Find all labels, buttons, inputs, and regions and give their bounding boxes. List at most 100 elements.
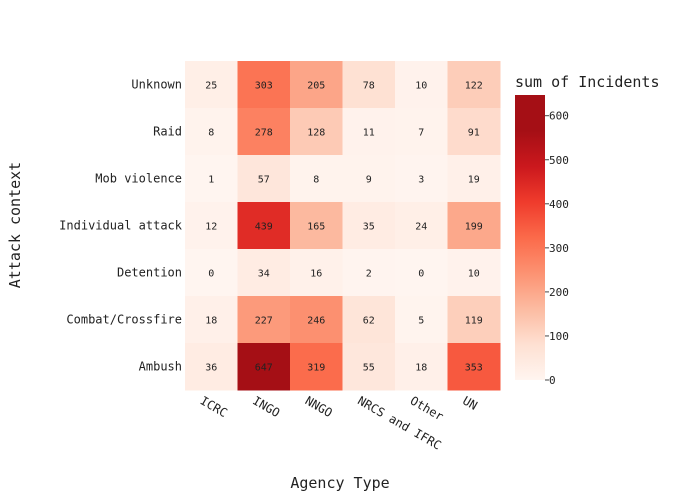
heatmap-cell xyxy=(342,108,396,156)
colorbar-tick-label: 100 xyxy=(549,330,569,343)
heatmap-cell xyxy=(447,249,501,297)
heatmap-cell xyxy=(237,249,291,297)
y-tick-label: Detention xyxy=(117,266,182,280)
heatmap-cell xyxy=(185,202,238,250)
y-tick-label: Ambush xyxy=(139,360,182,374)
heatmap-cell xyxy=(185,249,238,297)
heatmap-cell xyxy=(447,202,501,250)
heatmap-cell xyxy=(237,343,291,391)
colorbar-tick-label: 400 xyxy=(549,198,569,211)
heatmap-cell xyxy=(395,108,448,156)
x-tick-label: NNGO xyxy=(303,393,335,420)
colorbar-tick-label: 500 xyxy=(549,154,569,167)
x-tick-label: ICRC xyxy=(198,393,230,420)
cell-value-label: 25 xyxy=(205,81,217,92)
cell-value-label: 12 xyxy=(205,222,217,233)
heatmap-cell xyxy=(290,202,343,250)
heatmap-cell xyxy=(447,61,501,109)
heatmap-cell xyxy=(342,155,396,203)
heatmap-cell xyxy=(290,296,343,344)
cell-value-label: 19 xyxy=(468,175,480,186)
cell-value-label: 165 xyxy=(307,222,325,233)
cell-value-label: 199 xyxy=(465,222,483,233)
cell-value-label: 34 xyxy=(258,269,270,280)
cell-value-label: 10 xyxy=(468,269,480,280)
cell-value-label: 353 xyxy=(465,363,483,374)
cell-value-label: 647 xyxy=(255,363,273,374)
heatmap-cell xyxy=(395,343,448,391)
heatmap-cell xyxy=(395,61,448,109)
cell-value-label: 57 xyxy=(258,175,270,186)
cell-value-label: 78 xyxy=(363,81,375,92)
cell-value-label: 303 xyxy=(255,81,273,92)
heatmap-cell xyxy=(342,202,396,250)
heatmap-cell xyxy=(185,108,238,156)
cell-value-label: 62 xyxy=(363,316,375,327)
x-axis-title: Agency Type xyxy=(290,474,389,492)
cell-value-label: 278 xyxy=(255,128,273,139)
cell-value-label: 205 xyxy=(307,81,325,92)
heatmap-cell xyxy=(342,61,396,109)
heatmap-cell xyxy=(395,296,448,344)
cell-value-label: 24 xyxy=(415,222,427,233)
y-tick-label: Raid xyxy=(153,125,182,139)
heatmap-cell xyxy=(290,343,343,391)
colorbar-title: sum of Incidents xyxy=(515,73,660,91)
heatmap-cell xyxy=(185,155,238,203)
x-tick-label: Other xyxy=(408,393,446,423)
cell-value-label: 119 xyxy=(465,316,483,327)
heatmap-cell xyxy=(185,61,238,109)
heatmap-cell xyxy=(290,61,343,109)
cell-value-label: 319 xyxy=(307,363,325,374)
cell-value-label: 439 xyxy=(255,222,273,233)
cell-value-label: 18 xyxy=(205,316,217,327)
heatmap-cell xyxy=(447,108,501,156)
cell-value-label: 0 xyxy=(208,269,214,280)
cell-value-label: 16 xyxy=(310,269,322,280)
cell-value-label: 9 xyxy=(366,175,372,186)
heatmap-cell xyxy=(447,155,501,203)
y-tick-label: Mob violence xyxy=(95,172,182,186)
cell-value-label: 128 xyxy=(307,128,325,139)
cell-value-label: 246 xyxy=(307,316,325,327)
cell-value-label: 18 xyxy=(415,363,427,374)
cell-value-label: 8 xyxy=(208,128,214,139)
heatmap-cell xyxy=(237,108,291,156)
colorbar-tick-label: 200 xyxy=(549,286,569,299)
colorbar: sum of Incidents 0 100 200 300 400 500 600 xyxy=(515,73,660,387)
heatmap-cell xyxy=(237,296,291,344)
y-axis-title: Attack context xyxy=(6,162,24,288)
cell-value-label: 1 xyxy=(208,175,214,186)
cell-value-label: 0 xyxy=(418,269,424,280)
cell-value-label: 11 xyxy=(363,128,375,139)
cell-value-label: 8 xyxy=(313,175,319,186)
y-tick-label: Combat/Crossfire xyxy=(66,313,182,327)
cell-value-label: 36 xyxy=(205,363,217,374)
cell-value-label: 35 xyxy=(363,222,375,233)
heatmap-cell xyxy=(185,343,238,391)
y-tick-label: Individual attack xyxy=(59,219,183,233)
cell-value-label: 122 xyxy=(465,81,483,92)
heatmap-cell xyxy=(395,155,448,203)
cell-value-label: 2 xyxy=(366,269,372,280)
cell-value-label: 5 xyxy=(418,316,424,327)
heatmap-cell xyxy=(342,343,396,391)
heatmap-cell xyxy=(290,249,343,297)
colorbar-gradient xyxy=(515,95,545,380)
heatmap-cell xyxy=(342,249,396,297)
x-tick-label: INGO xyxy=(250,393,282,420)
cell-value-label: 3 xyxy=(418,175,424,186)
cell-value-label: 7 xyxy=(418,128,424,139)
heatmap-cell xyxy=(290,108,343,156)
y-axis-ticks: Unknown Raid Mob violence Individual attack… xyxy=(59,78,183,374)
colorbar-tick-label: 600 xyxy=(549,110,569,123)
cell-value-label: 227 xyxy=(255,316,273,327)
heatmap-cell xyxy=(237,202,291,250)
colorbar-tick-label: 300 xyxy=(549,242,569,255)
heatmap-cell xyxy=(342,296,396,344)
heatmap-cell xyxy=(395,202,448,250)
heatmap-cell xyxy=(237,61,291,109)
